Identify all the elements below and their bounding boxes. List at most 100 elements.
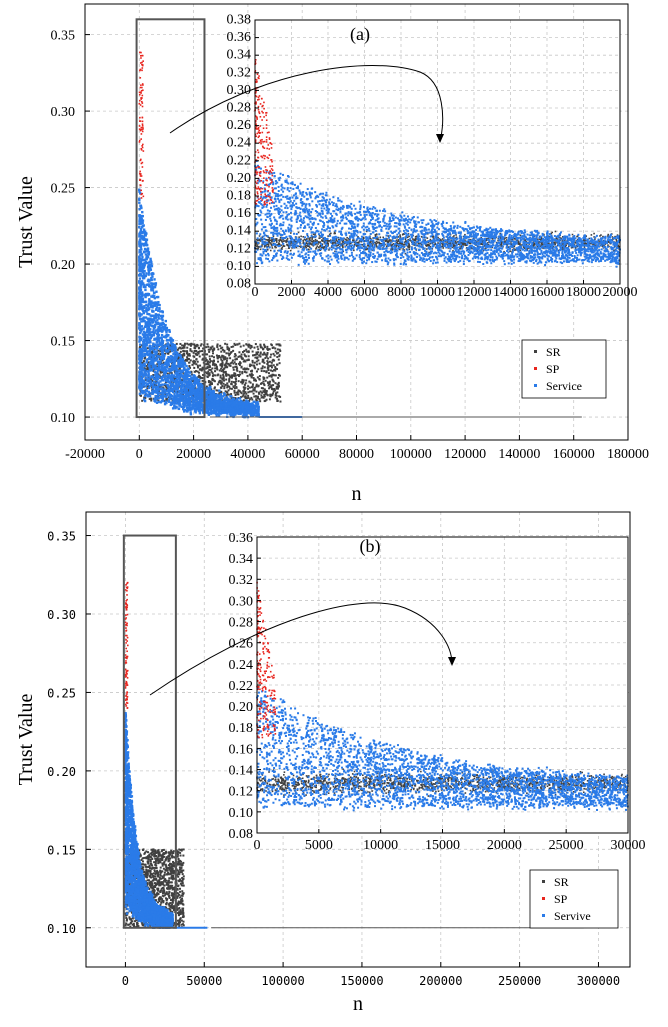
service-point xyxy=(189,403,192,406)
service-point xyxy=(146,292,150,296)
service-point xyxy=(182,402,185,406)
sr-point xyxy=(256,376,259,379)
sr-point xyxy=(189,343,192,346)
sr-point xyxy=(225,374,228,377)
sr-point xyxy=(211,360,214,363)
sr-point xyxy=(245,367,248,370)
sr-point xyxy=(189,359,192,362)
sr-point xyxy=(240,366,243,369)
service-point xyxy=(144,274,147,278)
sr-point xyxy=(176,358,179,361)
sr-point xyxy=(236,369,239,372)
sr-point xyxy=(274,366,277,369)
sr-point xyxy=(140,361,143,364)
service-point xyxy=(164,335,168,339)
service-point xyxy=(180,391,184,394)
sr-point xyxy=(161,359,164,362)
service-point xyxy=(163,325,167,328)
sr-point xyxy=(274,369,277,372)
service-point xyxy=(178,353,182,357)
sr-point xyxy=(239,396,242,399)
service-point xyxy=(157,400,160,404)
service-point xyxy=(160,330,164,333)
service-point xyxy=(153,331,156,334)
sr-point xyxy=(197,375,200,378)
sr-point xyxy=(270,353,273,356)
sr-point xyxy=(185,352,188,355)
service-point xyxy=(144,253,148,256)
service-point xyxy=(142,273,145,276)
service-point xyxy=(151,272,154,276)
service-point xyxy=(139,305,142,309)
service-point xyxy=(210,410,213,413)
sr-point xyxy=(190,350,193,353)
sr-point xyxy=(272,352,275,355)
service-point xyxy=(145,358,149,361)
sr-point xyxy=(243,359,246,362)
sr-point xyxy=(208,373,211,376)
sr-point xyxy=(213,348,216,351)
service-point xyxy=(164,345,167,348)
sr-point xyxy=(190,342,193,345)
sr-point xyxy=(243,368,246,371)
inset-sr-point xyxy=(376,233,378,236)
sp-point xyxy=(141,102,144,104)
service-point xyxy=(152,353,156,357)
service-point xyxy=(150,363,153,366)
service-point xyxy=(138,263,141,267)
service-point xyxy=(197,409,201,413)
sr-point xyxy=(258,398,261,401)
sr-point xyxy=(139,346,142,349)
service-point xyxy=(200,388,203,392)
service-point xyxy=(140,317,144,321)
sr-point xyxy=(266,351,269,354)
sp-point xyxy=(142,128,144,130)
sr-point xyxy=(165,386,168,389)
sr-point xyxy=(241,378,244,381)
sr-point xyxy=(253,346,256,349)
sr-point xyxy=(237,397,240,400)
sr-point xyxy=(209,380,212,383)
sr-point xyxy=(241,372,244,375)
sp-point xyxy=(142,84,144,86)
service-point xyxy=(145,374,148,377)
service-point xyxy=(156,391,159,395)
sr-point xyxy=(160,353,163,356)
service-point xyxy=(180,373,183,377)
sr-point xyxy=(273,374,276,377)
service-point xyxy=(165,401,168,405)
sr-point xyxy=(221,385,224,388)
sr-point xyxy=(215,354,218,357)
sr-point xyxy=(229,362,232,365)
sr-point xyxy=(224,357,227,360)
service-point xyxy=(160,378,164,381)
sr-point xyxy=(151,388,154,391)
service-point xyxy=(163,388,167,392)
service-point xyxy=(138,244,141,248)
inset-sr-point xyxy=(551,231,553,234)
service-point xyxy=(246,403,249,406)
service-point xyxy=(165,395,168,399)
sp-point xyxy=(141,146,144,149)
sr-point xyxy=(274,347,277,350)
service-point xyxy=(152,363,155,367)
service-point xyxy=(236,397,239,401)
service-point xyxy=(167,391,171,394)
sr-point xyxy=(237,375,240,378)
sr-point xyxy=(204,359,207,362)
service-point xyxy=(222,394,225,398)
sr-point xyxy=(200,368,203,371)
sr-point xyxy=(181,347,184,350)
service-point xyxy=(144,288,147,292)
sr-point xyxy=(258,362,261,365)
service-point xyxy=(224,404,228,408)
sr-point xyxy=(270,384,273,387)
sr-point xyxy=(262,396,265,399)
sr-point xyxy=(267,348,270,351)
service-point xyxy=(154,358,157,362)
service-point xyxy=(189,413,193,416)
service-point xyxy=(214,410,218,414)
service-point xyxy=(159,401,163,404)
service-point xyxy=(143,305,146,308)
service-point xyxy=(187,406,191,409)
